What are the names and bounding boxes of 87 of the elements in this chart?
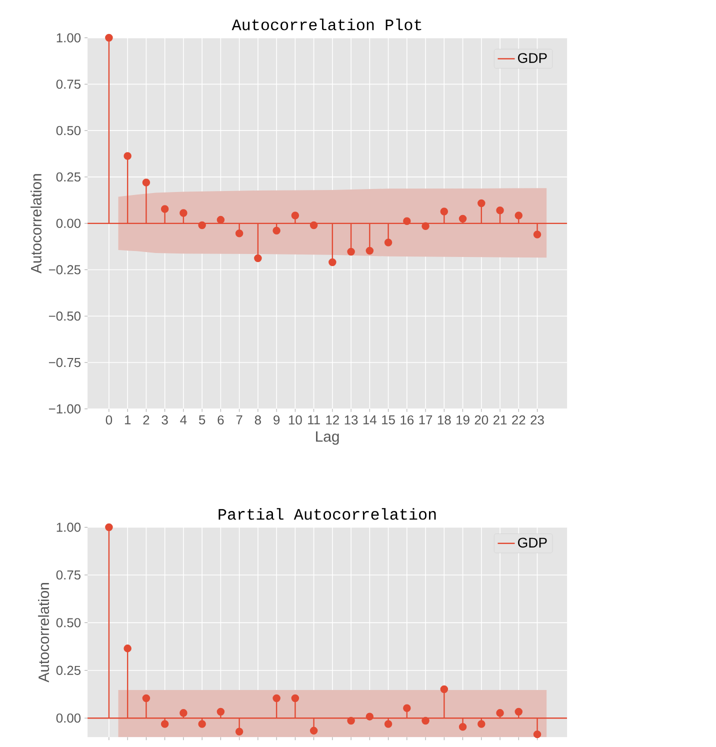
point [104,34,113,42]
point [402,217,411,225]
point [366,246,374,255]
point [440,208,448,216]
point [124,152,132,160]
point [514,212,522,220]
x-tick-label: 5 [198,415,205,424]
y-tick-label: 0.50 [56,126,80,136]
point [216,216,224,224]
point [347,716,355,725]
point [347,248,355,256]
point [384,238,392,246]
chart-title: Autocorrelation Plot [232,18,422,30]
point [384,720,392,728]
y-tick-label: 0.50 [56,618,80,628]
y-tick-label: 0.25 [56,666,80,675]
y-tick-label: −0.25 [48,265,80,274]
x-tick-label: 1 [124,415,130,424]
x-tick-label: 6 [218,415,224,425]
legend-label: GDP [518,53,547,63]
y-tick-label: 0.25 [56,172,80,182]
x-tick-label: 3 [162,415,168,425]
y-axis-title: Autocorrelation [30,174,42,274]
x-tick-label: 11 [308,415,320,424]
x-tick-label: 20 [474,415,488,425]
x-tick-label: 2 [143,415,150,424]
y-tick-label: 0.00 [56,218,80,228]
point [422,716,430,725]
x-tick-label: 19 [456,415,470,425]
point [496,709,504,717]
point [235,229,244,238]
point [291,694,299,702]
point [402,704,411,712]
y-tick-label: −0.50 [48,312,80,321]
x-tick-label: 22 [512,415,526,424]
point [179,709,188,717]
x-tick-label: 23 [530,415,544,425]
y-tick-label: 1.00 [56,33,80,42]
chart-title: Partial Autocorrelation [218,508,436,520]
point [179,209,188,217]
y-tick-label: 0.75 [56,80,80,89]
x-tick-label: 0 [106,415,112,425]
point [254,254,262,262]
point [160,720,169,728]
x-tick-label: 14 [363,415,376,424]
point [422,222,430,230]
y-tick-label: 1.00 [56,522,80,532]
x-tick-label: 17 [419,415,432,424]
point [124,644,132,652]
y-tick-label: −0.75 [48,358,80,368]
point [291,212,299,220]
point [496,206,504,214]
point [198,720,206,728]
x-tick-label: 10 [288,415,302,425]
x-tick-label: 18 [438,415,451,425]
x-tick-label: 12 [326,415,339,424]
point [366,712,374,720]
point [458,214,467,223]
point [160,205,169,213]
point [477,720,486,728]
point [198,221,206,230]
point [272,694,280,702]
point [310,221,318,230]
y-tick-label: 0.75 [56,570,80,580]
x-tick-label: 7 [236,415,242,424]
x-tick-label: 9 [273,415,280,425]
x-tick-label: 4 [180,415,187,424]
point [477,199,486,208]
point [142,178,150,186]
point [272,226,280,234]
point [216,708,224,716]
point [440,685,448,694]
point [328,258,336,266]
legend-label: GDP [518,538,547,548]
x-tick-label: 16 [400,415,414,425]
x-tick-label: 21 [493,415,506,424]
point [104,523,113,532]
point [514,708,522,716]
x-tick-label: 13 [344,415,358,425]
x-tick-label: 15 [382,415,395,424]
x-axis-title: Lag [316,431,339,445]
y-tick-label: −1.00 [48,404,80,414]
point [142,694,150,702]
y-tick-label: 0.00 [56,714,80,723]
y-axis-title: Autocorrelation [38,583,49,682]
x-tick-label: 8 [254,415,261,425]
point [533,230,542,238]
